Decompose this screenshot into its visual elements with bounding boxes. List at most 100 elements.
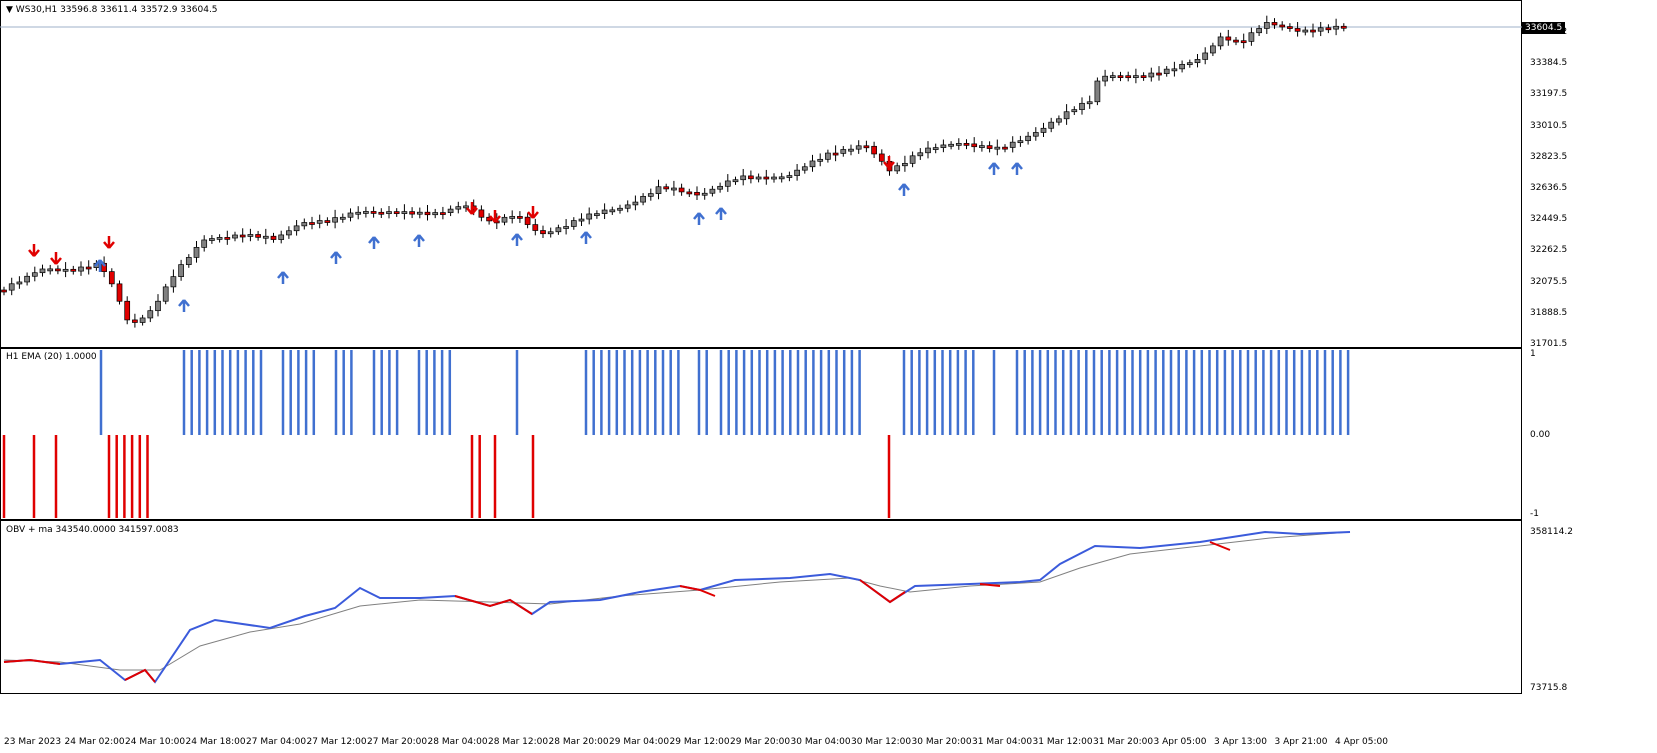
obv-line-down xyxy=(124,668,156,683)
candle-body xyxy=(601,209,608,214)
time-axis-label: 27 Mar 04:00 xyxy=(246,737,307,747)
candle-body xyxy=(1109,75,1116,78)
obv-line xyxy=(3,530,1351,684)
candle-body xyxy=(440,212,446,215)
candle-body xyxy=(324,220,331,223)
candle-body xyxy=(655,186,662,194)
price-axis-label: 31888.5 xyxy=(1530,307,1568,318)
candle-body xyxy=(139,317,146,323)
candle-body xyxy=(1140,75,1147,78)
candle-body xyxy=(586,213,593,220)
price-axis-label: 32449.5 xyxy=(1530,214,1568,225)
candle-body xyxy=(647,193,654,197)
time-axis-label: 24 Mar 02:00 xyxy=(64,737,125,747)
candle-body xyxy=(1233,39,1239,43)
time-axis-label: 27 Mar 12:00 xyxy=(306,737,367,747)
candle-body xyxy=(801,166,808,171)
candle-body xyxy=(70,268,77,272)
candle-body xyxy=(1179,63,1185,70)
arrow-up-icon xyxy=(94,259,106,272)
candle-body xyxy=(1194,59,1201,64)
candle-body xyxy=(416,211,423,215)
candle-body xyxy=(1117,75,1124,78)
arrow-up-icon xyxy=(368,236,380,249)
candle-body xyxy=(532,224,539,231)
arrow-up-icon xyxy=(580,231,592,244)
candle-body xyxy=(925,147,931,154)
candle-body xyxy=(24,275,30,283)
candle-body xyxy=(1079,102,1085,110)
candle-body xyxy=(932,147,939,150)
candle-body xyxy=(1263,22,1270,29)
candle-body xyxy=(555,227,562,233)
candle-body xyxy=(979,145,985,148)
candle-body xyxy=(178,264,184,277)
candle-body xyxy=(917,152,924,157)
candle-body xyxy=(963,143,970,146)
candle-body xyxy=(363,211,369,214)
arrow-down-icon xyxy=(527,206,539,219)
obv-indicator-pane[interactable]: OBV + ma 343540.0000 341597.0083 358114.… xyxy=(0,520,1657,694)
candle-body xyxy=(424,211,431,216)
candle-body xyxy=(748,175,754,180)
time-axis-label: 31 Mar 20:00 xyxy=(1093,737,1154,747)
candle-body xyxy=(209,238,215,241)
candle-body xyxy=(124,300,131,321)
obv-axis-bottom: 73715.8 xyxy=(1530,683,1568,693)
time-axis-label: 28 Mar 12:00 xyxy=(488,737,549,747)
time-axis-label: 28 Mar 20:00 xyxy=(548,737,609,747)
arrow-up-icon xyxy=(1011,162,1023,175)
candle-body xyxy=(247,234,254,237)
time-axis-label: 31 Mar 04:00 xyxy=(972,737,1033,747)
candle-body xyxy=(286,230,292,236)
candle-body xyxy=(540,230,546,235)
candle-body xyxy=(1063,111,1070,120)
time-axis-label: 4 Apr 05:00 xyxy=(1335,737,1388,747)
candle-body xyxy=(855,145,862,150)
arrow-up-icon xyxy=(330,251,342,264)
arrow-down-icon xyxy=(103,236,115,249)
candle-body xyxy=(740,175,747,181)
candle-body xyxy=(578,218,585,222)
candle-body xyxy=(293,225,300,232)
arrow-up-icon xyxy=(277,271,289,284)
obv-axis-top: 358114.2 xyxy=(1530,527,1573,537)
candle-body xyxy=(1002,146,1008,150)
arrow-down-icon xyxy=(50,252,62,265)
chart-dropdown-icon[interactable]: ▼ xyxy=(6,5,13,15)
candle-body xyxy=(1,289,7,293)
candle-body xyxy=(370,211,377,214)
candle-body xyxy=(940,144,947,148)
candle-body xyxy=(1317,27,1324,32)
obv-ma-line xyxy=(3,531,1351,671)
price-axis-label: 32262.5 xyxy=(1530,245,1568,256)
candle-body xyxy=(1086,101,1093,105)
ema-axis-zero: 0.00 xyxy=(1530,430,1551,440)
candle-body xyxy=(1148,72,1155,78)
arrow-up-icon xyxy=(715,207,727,220)
candle-body xyxy=(825,152,831,160)
candle-body xyxy=(1171,68,1178,72)
candle-body xyxy=(617,207,623,211)
candle-body xyxy=(1102,75,1108,82)
candle-body xyxy=(378,211,385,215)
candle-body xyxy=(547,231,554,235)
candle-body xyxy=(563,226,569,229)
candle-body xyxy=(755,176,762,180)
time-axis-label: 30 Mar 12:00 xyxy=(851,737,912,747)
candle-body xyxy=(771,176,777,180)
candle-body xyxy=(339,216,346,220)
candle-body xyxy=(1025,135,1031,142)
symbol-ohlc-label: WS30,H1 33596.8 33611.4 33572.9 33604.5 xyxy=(15,5,218,15)
candle-body xyxy=(632,201,639,206)
ema-indicator-pane[interactable]: H1 EMA (20) 1.0000 1 0.00 -1 xyxy=(0,348,1657,520)
candle-body xyxy=(724,180,731,187)
main-chart-pane[interactable]: ▼ WS30,H1 33596.8 33611.4 33572.9 33604.… xyxy=(0,0,1657,349)
candle-body xyxy=(671,187,677,191)
price-axis-label: 32636.5 xyxy=(1530,183,1568,193)
candle-body xyxy=(1325,27,1332,31)
candle-body xyxy=(1225,36,1232,41)
time-axis-label: 29 Mar 20:00 xyxy=(730,737,791,747)
price-axis-label: 31701.5 xyxy=(1530,339,1568,349)
candle-body xyxy=(1240,40,1247,44)
